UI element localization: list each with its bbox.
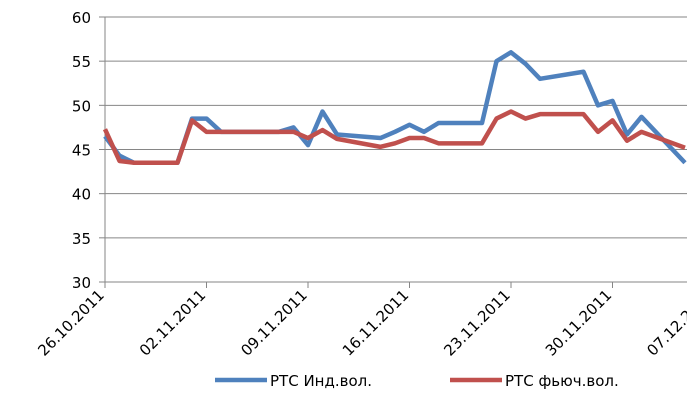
x-tick-label: 26.10.2011	[34, 286, 107, 359]
series-line	[103, 50, 687, 165]
x-tick-label: 16.11.2011	[339, 286, 412, 359]
legend-label: РТС Инд.вол.	[270, 372, 372, 390]
legend-label: РТС фьюч.вол.	[505, 372, 619, 390]
y-tick-label: 60	[72, 9, 91, 27]
x-tick-label: 30.11.2011	[542, 286, 615, 359]
x-tick-label: 23.11.2011	[440, 286, 513, 359]
y-tick-label: 50	[72, 97, 91, 115]
y-tick-label: 55	[72, 53, 91, 71]
series-line	[102, 109, 686, 165]
x-tick-label: 07.12.2011	[643, 286, 687, 359]
y-tick-label: 35	[72, 230, 91, 248]
x-tick-label: 09.11.2011	[237, 286, 310, 359]
x-tick-label: 02.11.2011	[136, 286, 209, 359]
y-tick-label: 40	[72, 186, 91, 204]
y-tick-label: 30	[72, 274, 91, 292]
y-tick-label: 45	[72, 142, 91, 160]
